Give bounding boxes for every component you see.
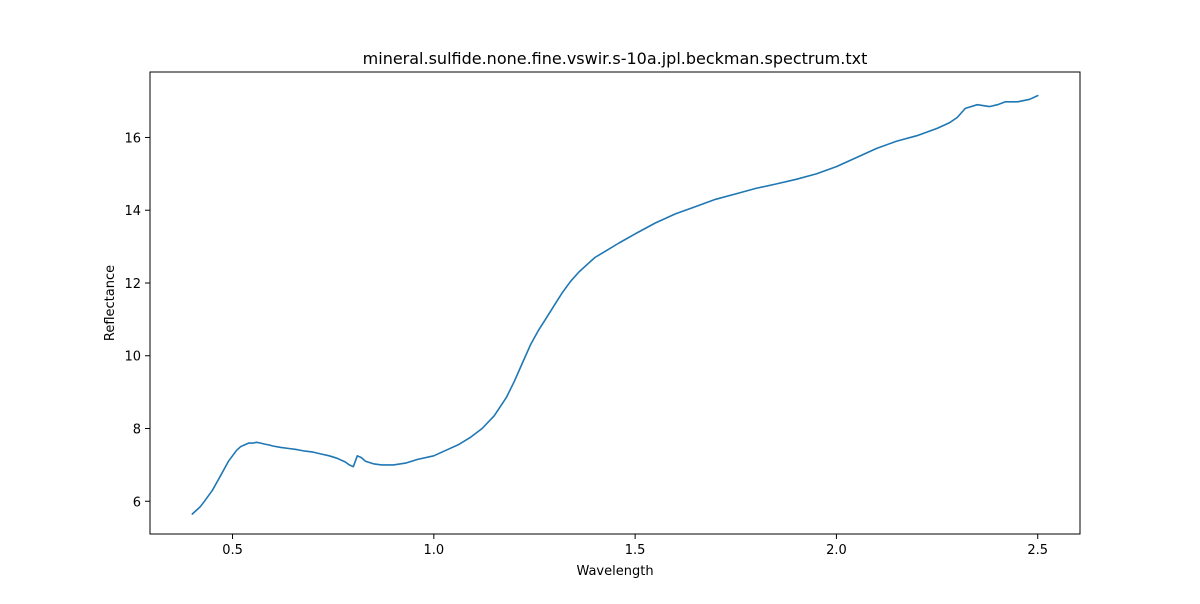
chart-title: mineral.sulfide.none.fine.vswir.s-10a.jp…: [363, 49, 868, 68]
y-tick-label: 8: [133, 423, 141, 438]
x-tick-label: 1.5: [625, 543, 646, 558]
x-tick-label: 2.0: [826, 543, 847, 558]
x-axis-ticks: 0.5 1.0 1.5 2.0 2.5: [222, 534, 1048, 558]
plot-frame: [149, 71, 1081, 535]
y-tick-label: 14: [124, 204, 141, 219]
x-tick-label: 2.5: [1027, 543, 1048, 558]
y-tick-label: 10: [124, 350, 141, 365]
x-tick-label: 1.0: [423, 543, 444, 558]
series-line: [191, 94, 1039, 515]
x-tick-label: 0.5: [222, 543, 243, 558]
x-axis-label: Wavelength: [576, 564, 653, 579]
y-axis-ticks: 6 8 10 12 14 16: [124, 131, 150, 510]
y-tick-label: 16: [124, 131, 141, 146]
y-axis-label: Reflectance: [103, 265, 118, 341]
plot-area: 0.5 1.0 1.5 2.0 2.5 6 8 10 12 14 16: [124, 71, 1081, 558]
y-tick-label: 12: [124, 277, 141, 292]
y-tick-label: 6: [133, 495, 141, 510]
